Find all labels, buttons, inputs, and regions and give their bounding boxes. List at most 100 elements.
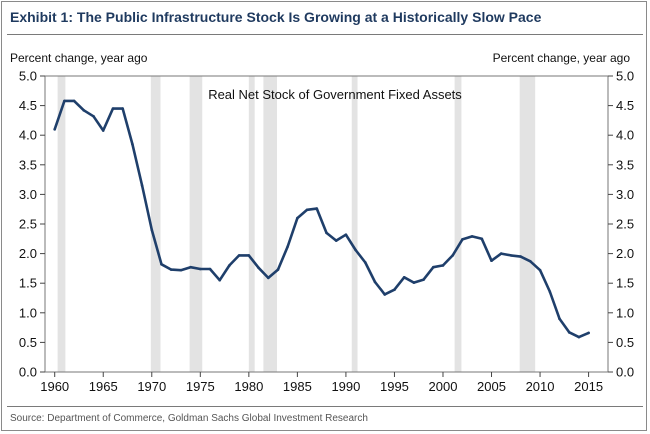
data-point xyxy=(587,331,590,335)
recession-band xyxy=(351,76,358,372)
data-point xyxy=(199,267,202,271)
recession-band xyxy=(248,76,255,372)
recession-band xyxy=(150,76,161,372)
data-point xyxy=(538,268,542,272)
data-point xyxy=(63,99,66,103)
left-y-tick-label: 4.5 xyxy=(19,98,37,113)
data-point xyxy=(101,129,105,132)
data-point xyxy=(451,254,454,257)
data-point xyxy=(189,265,192,269)
data-point xyxy=(393,288,396,292)
data-point xyxy=(354,248,357,252)
source-note: Source: Department of Commerce, Goldman … xyxy=(10,413,368,424)
data-point xyxy=(499,252,503,255)
data-point xyxy=(140,184,144,187)
data-point xyxy=(431,265,435,269)
recession-band xyxy=(189,76,203,372)
data-point xyxy=(169,268,173,271)
right-y-tick-label: 4.5 xyxy=(616,98,634,113)
data-point xyxy=(53,127,57,131)
title-divider xyxy=(7,34,643,35)
series-line xyxy=(53,99,590,339)
data-point xyxy=(228,264,231,267)
data-points xyxy=(53,99,590,339)
x-tick-label: 1975 xyxy=(186,379,215,394)
data-point xyxy=(519,255,522,258)
data-point xyxy=(247,254,251,257)
left-y-tick-label: 1.5 xyxy=(19,276,37,291)
data-point xyxy=(373,280,377,284)
right-y-tick-label: 0.5 xyxy=(616,335,634,350)
data-point xyxy=(276,268,280,271)
right-y-tick-label: 5.0 xyxy=(616,69,634,84)
left-y-tick-label: 4.0 xyxy=(19,128,37,143)
left-y-axis: 0.0 0.5 1.0 1.5 2.0 2.5 3.0 3.5 4.0 4.5 5.0 xyxy=(19,69,45,380)
data-point xyxy=(412,281,416,284)
x-tick-label: 2015 xyxy=(574,379,603,394)
x-tick-label: 2005 xyxy=(477,379,506,394)
data-point xyxy=(334,239,338,242)
data-point xyxy=(208,267,212,271)
data-point xyxy=(179,268,183,272)
data-point xyxy=(72,99,76,103)
data-point xyxy=(218,278,222,282)
exhibit-title: Exhibit 1: The Public Infrastructure Sto… xyxy=(10,9,542,25)
left-y-tick-label: 0.0 xyxy=(19,365,37,380)
data-point xyxy=(296,216,299,220)
data-point xyxy=(509,254,513,257)
data-point xyxy=(237,254,241,257)
x-tick-label: 1965 xyxy=(89,379,118,394)
right-y-tick-label: 2.0 xyxy=(616,246,634,261)
data-point xyxy=(490,259,493,263)
data-point xyxy=(577,335,581,339)
x-tick-label: 1995 xyxy=(380,379,409,394)
data-point xyxy=(567,331,571,334)
data-point xyxy=(558,317,561,321)
data-point xyxy=(422,278,425,281)
data-point xyxy=(121,107,124,110)
recession-band xyxy=(57,76,66,372)
data-point xyxy=(480,237,484,241)
data-point xyxy=(150,228,154,232)
left-y-tick-label: 3.5 xyxy=(19,157,37,172)
data-point xyxy=(315,207,319,210)
data-point xyxy=(548,290,552,293)
left-y-tick-label: 1.0 xyxy=(19,305,37,320)
x-tick-label: 1980 xyxy=(234,379,263,394)
recession-shading xyxy=(57,76,536,372)
left-y-tick-label: 0.5 xyxy=(19,335,37,350)
x-tick-label: 1985 xyxy=(283,379,312,394)
x-tick-label: 1990 xyxy=(331,379,360,394)
data-point xyxy=(257,266,260,270)
data-point xyxy=(383,293,387,296)
right-y-tick-label: 4.0 xyxy=(616,128,634,143)
data-point xyxy=(111,107,115,110)
right-axis-label: Percent change, year ago xyxy=(493,51,631,65)
data-point xyxy=(82,109,86,112)
source-divider xyxy=(7,406,643,407)
data-point xyxy=(160,262,163,266)
data-point xyxy=(461,238,464,241)
recession-band xyxy=(519,76,536,372)
data-point xyxy=(266,276,270,280)
x-tick-label: 1960 xyxy=(40,379,69,394)
right-y-axis: 0.0 0.5 1.0 1.5 2.0 2.5 3.0 3.5 4.0 4.5 5.0 xyxy=(608,69,634,380)
x-tick-label: 1970 xyxy=(137,379,166,394)
left-y-tick-label: 5.0 xyxy=(19,69,37,84)
x-tick-label: 2010 xyxy=(526,379,555,394)
right-y-tick-label: 3.5 xyxy=(616,157,634,172)
data-point xyxy=(344,233,348,236)
left-y-tick-label: 2.0 xyxy=(19,246,37,261)
data-point xyxy=(325,231,328,235)
left-y-tick-label: 2.5 xyxy=(19,217,37,232)
series-label: Real Net Stock of Government Fixed Asset… xyxy=(208,87,462,102)
recession-band xyxy=(263,76,277,372)
recession-band xyxy=(454,76,462,372)
x-axis: 1960 1965 1970 1975 1980 1985 1990 1995 2000 2005… xyxy=(40,372,603,394)
right-y-tick-label: 3.0 xyxy=(616,187,634,202)
left-axis-label: Percent change, year ago xyxy=(10,51,148,65)
x-tick-label: 2000 xyxy=(429,379,458,394)
data-point xyxy=(529,259,532,263)
right-y-tick-label: 1.5 xyxy=(616,276,634,291)
